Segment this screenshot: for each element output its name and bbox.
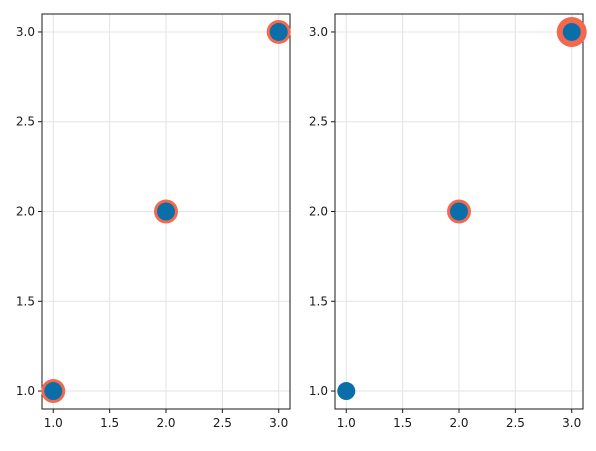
inner-marker — [44, 382, 63, 401]
y-tick-label: 1.5 — [16, 294, 35, 308]
x-tick-label: 3.0 — [269, 416, 288, 430]
x-tick-label: 1.0 — [44, 416, 63, 430]
y-tick-label: 2.0 — [16, 205, 35, 219]
x-tick-label: 2.5 — [506, 416, 525, 430]
y-tick-label: 1.5 — [309, 294, 328, 308]
x-tick-label: 2.0 — [449, 416, 468, 430]
x-tick-label: 1.0 — [337, 416, 356, 430]
y-tick-label: 2.0 — [309, 205, 328, 219]
panel-2: 1.0 1.5 2.0 2.5 3.0 1.0 1.5 2.0 2.5 3.0 — [309, 13, 587, 430]
y-tick-label: 3.0 — [16, 25, 35, 39]
inner-marker — [337, 382, 356, 401]
x-tick-label: 1.5 — [100, 416, 119, 430]
panel-1: 1.0 1.5 2.0 2.5 3.0 1.0 1.5 2.0 2.5 3.0 — [16, 13, 291, 430]
x-tick-label: 3.0 — [562, 416, 581, 430]
inner-marker — [157, 202, 175, 221]
y-tick-label: 2.5 — [16, 115, 35, 129]
inner-marker — [562, 22, 581, 41]
x-tick-label: 1.5 — [393, 416, 412, 430]
y-tick-label: 1.0 — [16, 384, 35, 398]
x-tick-label: 2.5 — [213, 416, 232, 430]
x-tick-label: 2.0 — [156, 416, 175, 430]
y-tick-label: 2.5 — [309, 115, 328, 129]
y-tick-label: 1.0 — [309, 384, 328, 398]
inner-marker — [269, 22, 288, 41]
y-tick-label: 3.0 — [309, 25, 328, 39]
inner-marker — [450, 202, 468, 221]
